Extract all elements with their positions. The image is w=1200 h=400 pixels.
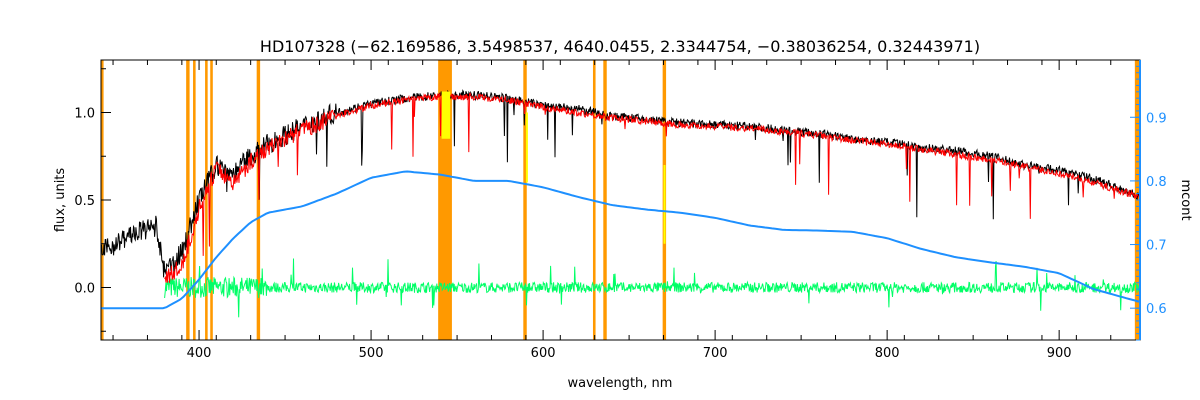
mask-band	[186, 60, 190, 340]
y2-axis-label: mcont	[1178, 179, 1193, 220]
x-tick-label: 700	[703, 346, 728, 361]
chart-title: HD107328 (−62.169586, 3.5498537, 4640.04…	[260, 37, 980, 56]
series-residual	[164, 258, 1140, 318]
highlight-region	[525, 112, 528, 183]
highlight-region	[663, 165, 666, 244]
mask-band	[603, 60, 607, 340]
mask-band	[193, 60, 196, 340]
x-tick-label: 900	[1047, 346, 1072, 361]
y-tick-label: 0.5	[74, 194, 95, 209]
mask-band	[256, 60, 261, 340]
y-tick-label: 1.0	[74, 107, 95, 122]
y2-tick-label: 0.9	[1146, 111, 1167, 126]
mask-bands	[101, 60, 1140, 340]
series-model	[164, 91, 1141, 283]
highlight-region	[441, 91, 451, 139]
x-tick-label: 500	[359, 346, 384, 361]
y2-tick-label: 0.6	[1146, 302, 1167, 317]
series-continuum	[101, 170, 1141, 310]
mask-band	[523, 60, 527, 340]
y-tick-label: 0.0	[74, 282, 95, 297]
y2-tick-label: 0.8	[1146, 175, 1167, 190]
x-axis: 400 500 600 700 800 900	[112, 60, 1112, 361]
y2-tick-label: 0.7	[1146, 239, 1167, 254]
x-tick-label: 400	[187, 346, 212, 361]
x-axis-label: wavelength, nm	[568, 376, 673, 391]
y-axis-label: flux, units	[53, 168, 68, 233]
plot-area	[100, 89, 1141, 318]
mask-band	[210, 60, 213, 340]
y-axis-right: 0.6 0.7 0.8 0.9	[1130, 60, 1167, 341]
x-tick-label: 800	[875, 346, 900, 361]
y-axis-left: 0.0 0.5 1.0	[74, 68, 111, 332]
x-tick-label: 600	[531, 346, 556, 361]
mask-band	[205, 60, 208, 340]
